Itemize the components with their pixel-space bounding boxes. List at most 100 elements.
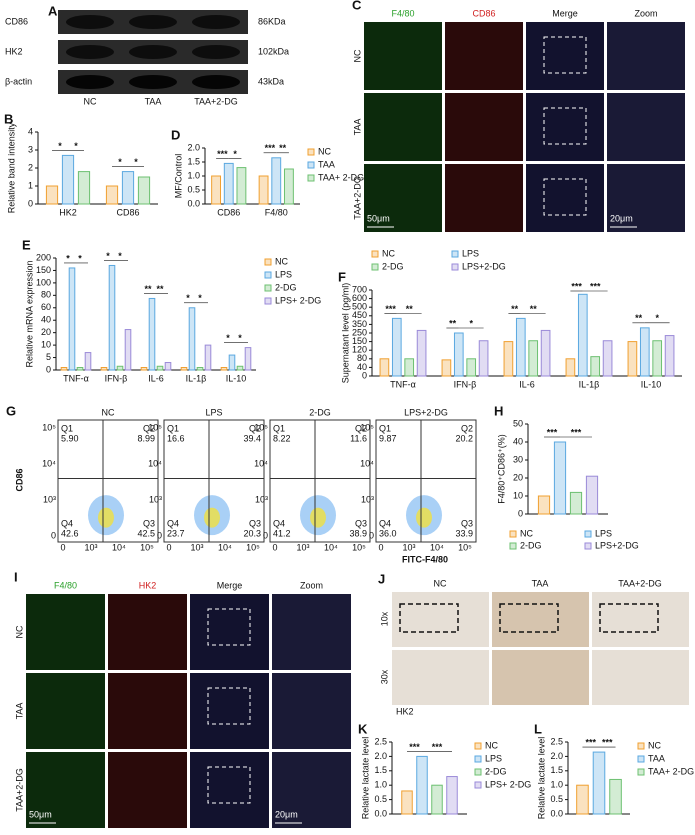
- legend-label: TAA+ 2-DG: [318, 172, 364, 182]
- column-label: F4/80: [391, 8, 414, 18]
- y-tick-label: 200: [36, 252, 51, 262]
- legend-swatch: [451, 263, 459, 271]
- band: [66, 75, 114, 89]
- y-tick-label: 150: [352, 336, 367, 346]
- significance: *: [198, 293, 202, 303]
- significance: *: [66, 253, 70, 263]
- column-label: NC: [434, 578, 447, 588]
- quadrant-name: Q2: [249, 423, 261, 433]
- band: [129, 15, 177, 29]
- size-label: 102kDa: [258, 46, 289, 56]
- y-tick-label: 80: [357, 353, 367, 363]
- y-tick-label: 10⁴: [42, 458, 56, 468]
- bar: [76, 367, 84, 371]
- quadrant-value: 33.9: [455, 528, 473, 538]
- legend-label: 2-DG: [485, 766, 507, 776]
- legend-label: NC: [520, 528, 533, 538]
- y-tick-label: 10⁵: [42, 422, 56, 432]
- bar: [515, 317, 526, 377]
- bar: [446, 776, 458, 815]
- y-tick-label: 700: [352, 284, 367, 294]
- row-label: NC: [14, 625, 24, 638]
- bar: [416, 329, 427, 377]
- panel-letter: J: [378, 571, 385, 586]
- x-tick-label: HK2: [59, 207, 77, 217]
- scale-label: 20μm: [610, 213, 633, 223]
- y-tick-label: 0: [518, 508, 523, 518]
- legend-label: NC: [318, 146, 331, 156]
- legend-swatch: [584, 542, 592, 550]
- legend-swatch: [307, 174, 315, 182]
- y-tick-label: 0.0: [374, 808, 387, 818]
- y-tick-label: 20: [41, 327, 51, 337]
- significance: ***: [602, 737, 613, 747]
- band: [129, 45, 177, 59]
- bar: [283, 168, 294, 205]
- y-tick-label: 0.5: [550, 794, 563, 804]
- y-tick-label: 10⁴: [360, 458, 374, 468]
- y-tick-label: 4: [28, 126, 33, 136]
- bar: [45, 185, 59, 205]
- significance: ***: [217, 149, 228, 159]
- band: [66, 45, 114, 59]
- scale-label: 50μm: [29, 809, 52, 819]
- bar: [188, 307, 196, 371]
- legend-label: NC: [382, 248, 395, 258]
- bar: [223, 162, 234, 205]
- quadrant-name: Q4: [61, 518, 73, 528]
- column-label: Merge: [552, 8, 578, 18]
- bar: [540, 329, 551, 377]
- micrograph: [190, 594, 269, 670]
- significance: *: [118, 251, 122, 261]
- quadrant-name: Q1: [379, 423, 391, 433]
- micrograph: [26, 594, 105, 670]
- micrograph: [108, 673, 187, 749]
- significance: *: [74, 141, 78, 151]
- y-tick-label: 0: [263, 530, 268, 540]
- lane-label: NC: [84, 96, 97, 106]
- bar: [236, 365, 244, 371]
- y-tick-label: 10⁵: [148, 422, 162, 432]
- significance: *: [238, 333, 242, 343]
- bar: [503, 341, 514, 377]
- bar: [576, 784, 589, 815]
- quadrant-value: 39.4: [243, 433, 261, 443]
- micrograph: [108, 594, 187, 670]
- size-label: 43kDa: [258, 76, 284, 86]
- legend-swatch: [474, 768, 482, 776]
- legend-swatch: [637, 742, 645, 750]
- bar: [180, 367, 188, 371]
- x-tick-label: 10⁵: [458, 542, 472, 552]
- bar: [569, 491, 583, 515]
- y-tick-label: 10³: [255, 494, 268, 504]
- quadrant-name: Q3: [249, 518, 261, 528]
- legend-swatch: [474, 755, 482, 763]
- plot-title: LPS+2-DG: [404, 407, 448, 417]
- quadrant-value: 9.87: [379, 433, 397, 443]
- bar: [204, 344, 212, 371]
- legend-label: LPS+2-DG: [462, 261, 506, 271]
- micrograph: [190, 673, 269, 749]
- legend-swatch: [264, 297, 272, 305]
- y-tick-label: 10³: [43, 494, 56, 504]
- density-core: [310, 507, 326, 528]
- bar: [258, 175, 269, 205]
- row-label: TAA+2-DG: [352, 176, 362, 220]
- micrograph: [364, 93, 442, 161]
- significance: *: [58, 141, 62, 151]
- quadrant-name: Q2: [355, 423, 367, 433]
- micrograph: [364, 164, 442, 232]
- y-tick-label: 1.5: [374, 765, 387, 775]
- y-tick-label: 2.5: [374, 736, 387, 746]
- significance: *: [469, 318, 473, 328]
- lane-label: TAA: [145, 96, 162, 106]
- legend-swatch: [264, 284, 272, 292]
- bar: [664, 335, 675, 377]
- legend-swatch: [474, 742, 482, 750]
- bar: [478, 340, 489, 377]
- y-tick-label: 2.5: [550, 736, 563, 746]
- y-tick-label: 0: [51, 530, 56, 540]
- y-tick-label: 10: [41, 339, 51, 349]
- zoom-box: [543, 36, 587, 74]
